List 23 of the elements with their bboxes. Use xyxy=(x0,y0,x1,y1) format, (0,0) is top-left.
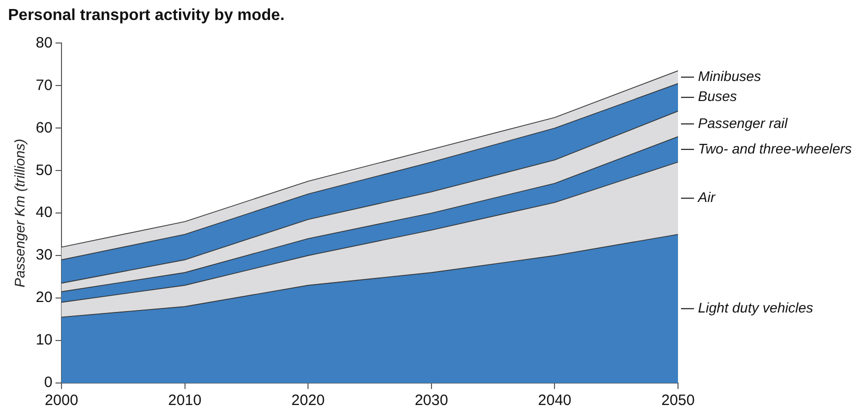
y-tick-label: 30 xyxy=(36,246,52,264)
x-tick-label: 2030 xyxy=(414,392,448,410)
y-tick-label: 80 xyxy=(36,34,52,52)
series-label: Buses xyxy=(698,88,737,104)
series-label: Passenger rail xyxy=(698,114,788,131)
x-tick-label: 2040 xyxy=(538,392,572,410)
x-tick-label: 2050 xyxy=(661,392,695,410)
series-label: Air xyxy=(697,189,716,206)
y-axis-title: Passenger Km (trillions) xyxy=(11,138,28,288)
y-tick-label: 20 xyxy=(36,289,52,306)
y-tick-label: 70 xyxy=(36,76,52,94)
y-tick-label: 60 xyxy=(36,119,52,136)
x-tick-label: 2020 xyxy=(291,392,325,410)
y-tick-label: 0 xyxy=(44,374,52,392)
x-tick-label: 2000 xyxy=(44,392,78,410)
y-tick-label: 40 xyxy=(36,204,52,222)
y-tick-label: 10 xyxy=(36,332,52,349)
series-label: Minibuses xyxy=(698,68,762,84)
series-label: Two- and three-wheelers xyxy=(698,140,852,156)
x-tick-label: 2010 xyxy=(168,392,202,410)
series-label: Light duty vehicles xyxy=(698,300,814,316)
y-tick-label: 50 xyxy=(36,162,52,179)
chart-title: Personal transport activity by mode. xyxy=(8,7,285,24)
